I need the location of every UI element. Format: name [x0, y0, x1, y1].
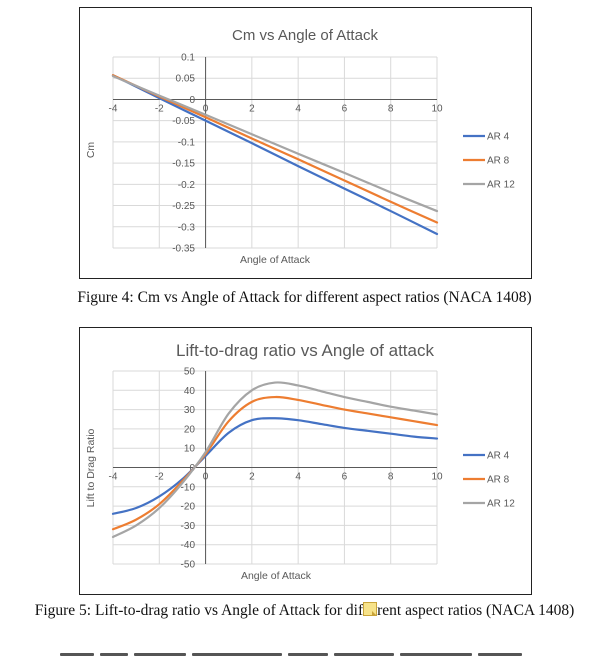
chart1-y-tick-label: 0.1	[181, 53, 195, 64]
chart2-series-line-ar-4	[111, 417, 439, 515]
chart2-series-line-ar-12	[111, 381, 439, 539]
chart2-y-tick-label: 40	[184, 386, 196, 397]
chart1-y-tick-label: 0	[189, 95, 195, 106]
chart1-y-tick-label: -0.35	[172, 244, 195, 255]
chart2-series-line-ar-8	[111, 395, 439, 531]
chart2-legend-label: AR 4	[487, 451, 510, 462]
chart2-y-tick-label: -40	[181, 540, 196, 551]
chart2-y-tick-label: 50	[184, 367, 196, 378]
chart1-y-tick-label: -0.3	[178, 222, 196, 233]
chart2-y-tick-label: -50	[181, 560, 196, 571]
chart2-x-tick-label: 4	[295, 472, 301, 483]
cm-chart-svg: Cm vs Angle of Attack 0.1 0.05 0 -0.05 -0.1 -0…	[85, 27, 515, 266]
chart1-y-axis-title: Cm	[85, 142, 97, 159]
chart2-x-tick-label: 6	[342, 472, 348, 483]
figure-4-caption: Figure 4: Cm vs Angle of Attack for diff…	[77, 289, 532, 306]
figure-5-caption-end: rent aspect ratios (NACA 1408)	[377, 602, 575, 619]
chart2-y-axis-title: Lift to Drag Ratio	[85, 428, 97, 507]
chart1-series-line-ar-4	[111, 74, 439, 236]
chart2-y-tick-label: 30	[184, 405, 196, 416]
chart2-x-tick-label: 10	[431, 472, 443, 483]
chart1-y-tick-label: -0.25	[172, 201, 195, 212]
chart1-x-tick-label: 10	[431, 103, 443, 114]
figure-5-caption-start: Figure 5: Lift-to-drag ratio vs Angle of…	[34, 602, 364, 619]
chart1-series-line-ar-12	[111, 75, 439, 213]
chart1-legend-label: AR 4	[487, 132, 510, 143]
cm-chart: Cm vs Angle of Attack 0.1 0.05 0 -0.05 -0.1 -0…	[79, 7, 532, 279]
chart1-x-tick-label: 6	[342, 103, 348, 114]
chart2-x-tick-label: 8	[388, 472, 394, 483]
chart2-legend-label: AR 8	[487, 475, 510, 486]
chart1-x-tick-label: -2	[155, 103, 164, 114]
chart2-y-tick-label: -20	[181, 502, 196, 513]
lift-to-drag-chart-svg: Lift-to-drag ratio vs Angle of attack 50 4…	[85, 341, 515, 582]
chart1-x-tick-label: -4	[109, 103, 118, 114]
lift-to-drag-chart: Lift-to-drag ratio vs Angle of attack 50 4…	[79, 327, 532, 595]
chart1-y-tick-label: 0.05	[176, 74, 196, 85]
chart1-y-tick-label: -0.05	[172, 116, 195, 127]
chart2-x-tick-label: 2	[249, 472, 255, 483]
chart2-x-tick-label: -4	[109, 472, 118, 483]
chart1-legend-label: AR 8	[487, 156, 510, 167]
chart2-legend-label: AR 12	[487, 499, 515, 510]
chart2-title: Lift-to-drag ratio vs Angle of attack	[176, 341, 434, 360]
chart2-y-tick-label: -30	[181, 521, 196, 532]
cut-off-text-line	[60, 643, 550, 657]
chart1-x-axis-title: Angle of Attack	[240, 254, 311, 266]
figure-5-caption: Figure 5: Lift-to-drag ratio vs Angle of…	[0, 602, 609, 620]
chart1-legend-label: AR 12	[487, 180, 515, 191]
chart2-x-tick-label: -2	[155, 472, 164, 483]
chart2-y-tick-label: 10	[184, 444, 196, 455]
chart2-x-axis-title: Angle of Attack	[241, 570, 312, 582]
chart2-y-tick-label: -10	[181, 482, 196, 493]
chart2-y-tick-label: 20	[184, 424, 196, 435]
chart1-title: Cm vs Angle of Attack	[232, 27, 378, 44]
chart1-x-tick-label: 2	[249, 103, 255, 114]
chart1-x-tick-label: 4	[295, 103, 301, 114]
chart1-y-tick-label: -0.1	[178, 137, 196, 148]
chart1-x-tick-label: 8	[388, 103, 394, 114]
chart1-y-tick-label: -0.15	[172, 159, 195, 170]
sticky-note-icon[interactable]	[363, 602, 378, 616]
chart1-y-tick-label: -0.2	[178, 180, 196, 191]
